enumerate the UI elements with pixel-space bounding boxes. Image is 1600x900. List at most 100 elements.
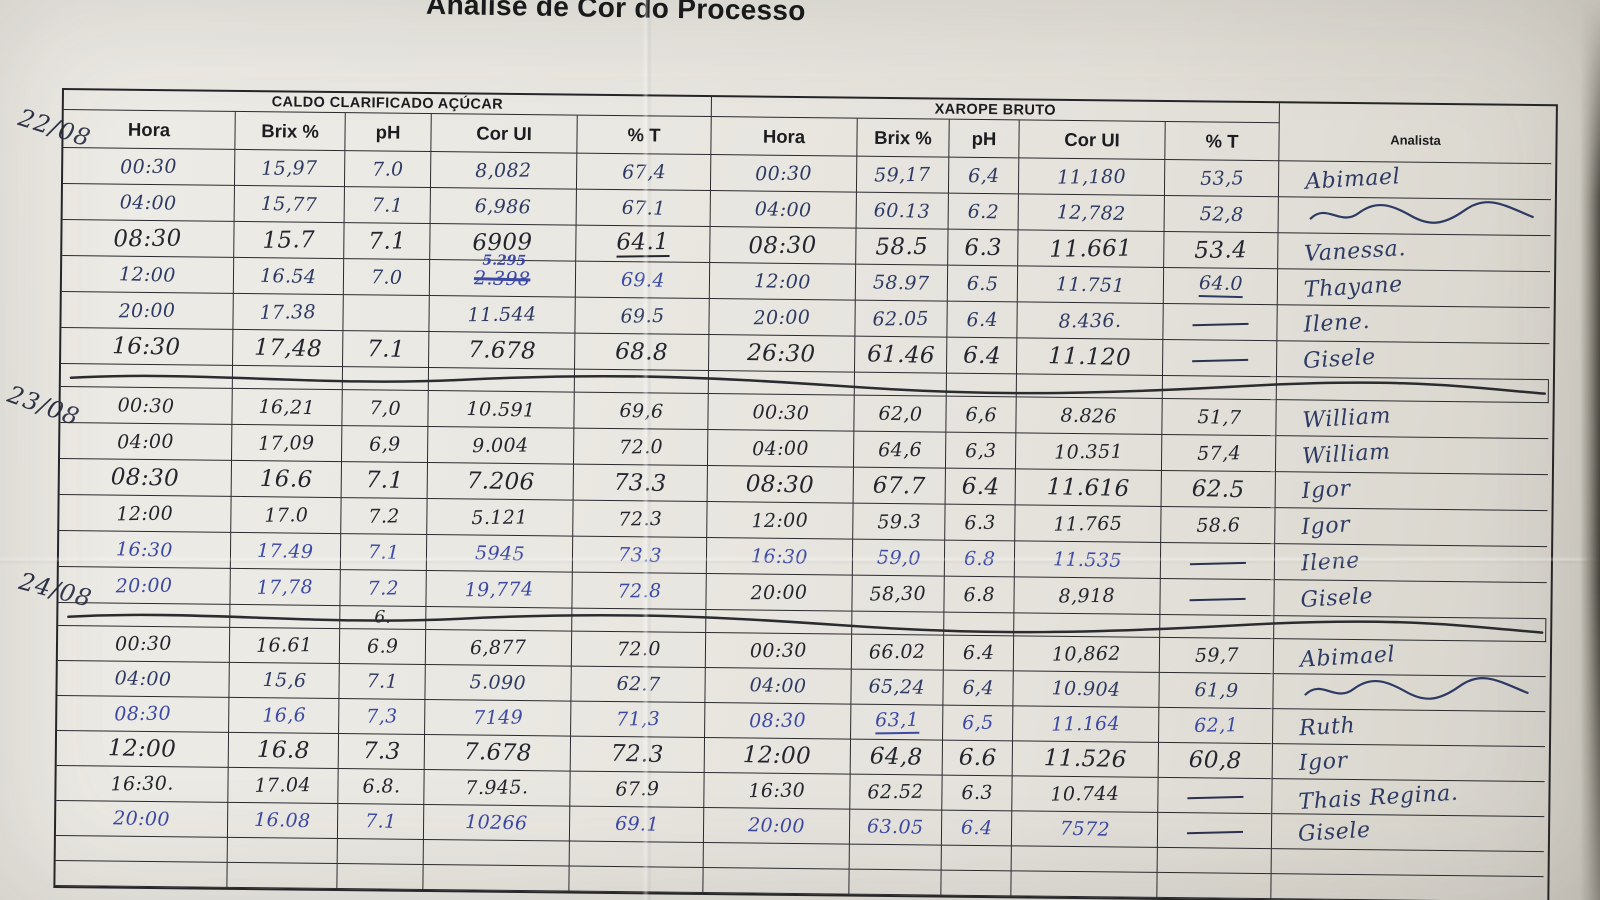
cell-value: 16:30 — [748, 779, 806, 803]
cell-caldo-t: 69.4 — [575, 261, 711, 300]
cell-xarope-hora: 00:30 — [708, 394, 855, 432]
cell-xarope-ph: 6,3 — [945, 432, 1017, 470]
analyst-signature: Igor — [1300, 512, 1351, 541]
cell-xarope-t: 53.4 — [1164, 231, 1279, 270]
column-header-hora-caldo: Hora — [63, 110, 236, 150]
cell-caldo-brix: 15,6 — [229, 662, 340, 700]
cell-value: 08:30 — [749, 709, 807, 733]
cell-value: 5945 — [474, 541, 525, 565]
cell-xarope-cor: 8.436. — [1017, 302, 1164, 340]
cell-caldo-cor: 7.678 — [429, 332, 576, 370]
cell-value: 64.0 — [1198, 272, 1243, 299]
cell-caldo-brix: 17,09 — [231, 424, 343, 463]
cell-value: 7.2 — [367, 576, 399, 600]
cell-value: 61.46 — [866, 340, 935, 369]
cell-caldo-brix: 16.54 — [233, 257, 345, 296]
cell-value: 04:00 — [749, 674, 807, 698]
cell-xarope-hora: 08:30 — [710, 227, 857, 265]
cell-value: 62.05 — [872, 307, 930, 330]
cell-value: 17.0 — [263, 503, 309, 527]
cell-caldo-brix: 17.0 — [231, 496, 342, 535]
cell-value: 12:00 — [753, 269, 812, 294]
cell-value: 12:00 — [751, 508, 809, 532]
cell-xarope-brix: 58,30 — [852, 575, 945, 613]
cell-xarope-cor: 11.164 — [1013, 706, 1160, 743]
cell-xarope-brix: 67.7 — [853, 467, 946, 505]
cell-caldo-ph: 7,0 — [342, 390, 429, 428]
cell-xarope-cor: 10.351 — [1015, 433, 1163, 471]
cell-value: 16:30 — [112, 332, 182, 361]
cell-value: 12:00 — [107, 735, 177, 763]
column-header-ph-xarope: pH — [949, 119, 1020, 159]
cell-xarope-t: 64.0 — [1163, 267, 1279, 306]
cell-value: 59,17 — [874, 163, 931, 187]
cell-caldo-hora: 12:00 — [61, 256, 235, 294]
column-header-brix-xarope: Brix % — [857, 118, 950, 158]
cell-value: 59,7 — [1194, 644, 1239, 667]
cell-caldo-cor: 6,877 — [425, 629, 573, 667]
cell-value: 00:30 — [755, 161, 813, 185]
cell-value: 11.526 — [1043, 745, 1128, 774]
analyst-signature: Gisele — [1297, 817, 1372, 847]
separator-cell — [852, 611, 945, 636]
analyst-cell: William — [1276, 400, 1549, 440]
analyst-cell: Ruth — [1272, 709, 1546, 748]
cell-value: 20:00 — [115, 574, 173, 597]
cell-value: 68.8 — [614, 338, 669, 366]
cell-value: 6.8 — [963, 583, 995, 606]
cell-value: 26:30 — [747, 339, 817, 368]
cell-value: 2.398 — [474, 266, 531, 290]
cell-value: 72.8 — [617, 579, 662, 603]
analyst-cell: Vanessa. — [1278, 233, 1551, 273]
cell-caldo-cor: 11.544 — [429, 296, 576, 334]
cell-value: 11,180 — [1057, 165, 1127, 189]
cell-xarope-t: 58.6 — [1161, 506, 1276, 545]
cell-value: 11.535 — [1052, 547, 1123, 572]
cell-xarope-cor: 11.535 — [1014, 541, 1162, 579]
cell-caldo-ph: 7.2 — [341, 498, 428, 535]
cell-caldo-brix: 17.04 — [228, 767, 339, 805]
cell-value: 17.04 — [254, 774, 312, 797]
separator-cell — [572, 608, 707, 634]
cell-value: 7,3 — [365, 705, 398, 728]
cell-value: 66.02 — [869, 640, 926, 664]
cell-value: 6.4 — [962, 641, 995, 665]
cell-value: 7.1 — [364, 810, 397, 833]
cell-value: 5.090 — [469, 671, 527, 695]
analyst-signature: Gisele — [1302, 344, 1377, 374]
cell-caldo-brix: 17.49 — [230, 532, 342, 571]
cell-value: 12:00 — [742, 741, 812, 770]
cell-caldo-cor: 7149 — [425, 699, 572, 737]
cell-caldo-hora: 08:30 — [59, 459, 232, 497]
analyst-signature: Abimael — [1304, 164, 1402, 195]
cell-value: 6.3 — [963, 234, 1002, 261]
analyst-signature: Igor — [1301, 476, 1352, 505]
cell-xarope-cor: 10,862 — [1013, 636, 1161, 673]
cell-value: 16:30 — [115, 537, 174, 562]
cell-xarope-hora: 16:30 — [704, 773, 851, 810]
cell-value: 10.904 — [1051, 677, 1121, 701]
analyst-cell: Igor — [1275, 508, 1548, 548]
cell-value: 16.6 — [259, 465, 314, 493]
separator-cell — [944, 612, 1015, 637]
analyst-cell: Gisele — [1271, 814, 1545, 853]
cell-caldo-cor: 19,774 — [426, 570, 573, 609]
cell-xarope-cor: 10.904 — [1013, 671, 1160, 708]
cell-xarope-t — [1157, 812, 1273, 850]
cell-xarope-ph: 6,5 — [943, 705, 1014, 742]
cell-xarope-hora: 26:30 — [708, 335, 856, 373]
cell-caldo-ph: 7.1 — [340, 534, 428, 571]
cell-caldo-t: 72.0 — [573, 428, 709, 467]
empty-cell — [1271, 874, 1544, 900]
cell-xarope-cor: 12,782 — [1018, 194, 1165, 232]
cell-caldo-brix: 16.61 — [229, 627, 341, 665]
cell-value: 7,0 — [369, 396, 402, 420]
cell-value: 6,4 — [962, 676, 995, 700]
empty-cell — [569, 866, 704, 894]
cell-xarope-hora: 08:30 — [705, 703, 852, 740]
cell-caldo-hora: 12:00 — [59, 495, 232, 533]
cell-xarope-ph: 6.4 — [945, 468, 1016, 506]
analyst-cell — [1278, 197, 1551, 237]
